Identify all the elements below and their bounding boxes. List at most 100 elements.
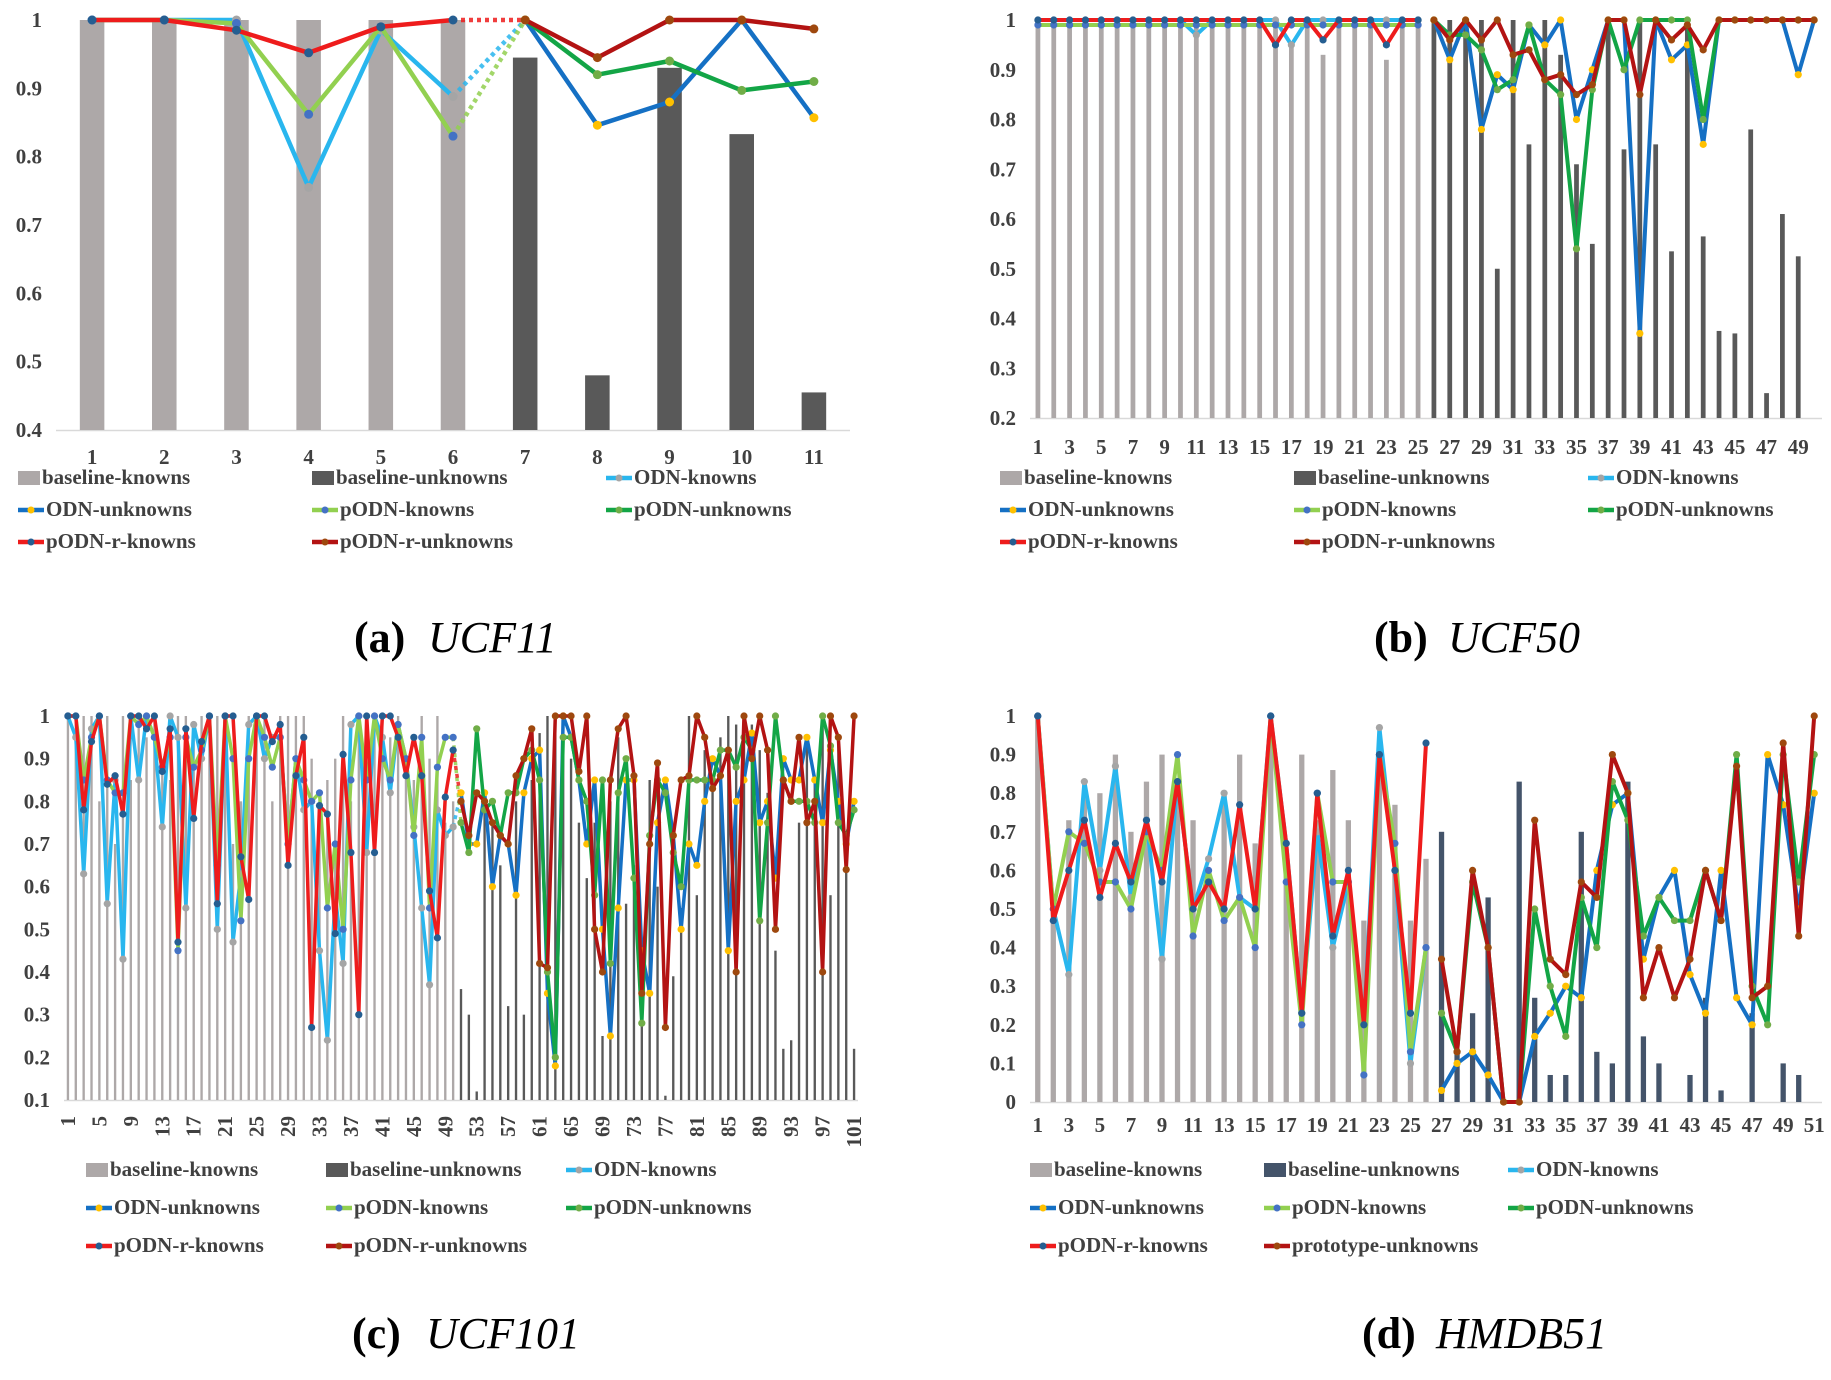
x-tick-label: 29 (1471, 435, 1492, 459)
y-tick-label: 0.9 (990, 58, 1016, 82)
bar-baseline-unknowns (1431, 20, 1437, 418)
bar-baseline-knowns (1273, 20, 1278, 418)
point-podn-knowns (1351, 21, 1359, 29)
point-podn-r-unknowns (543, 964, 552, 972)
bar-baseline-knowns (326, 780, 329, 1100)
point-podn-unknowns (622, 755, 630, 763)
point-podn-r-knowns (410, 733, 418, 741)
bar-baseline-unknowns (727, 716, 730, 1100)
point-podn-r-knowns (1220, 905, 1228, 913)
point-podn-unknowns (1462, 31, 1470, 39)
point-podn-r-knowns (197, 738, 206, 746)
point-odn-unknowns (665, 97, 675, 107)
legend-label-baseline-unknowns: baseline-unknowns (1318, 465, 1490, 489)
point-odn-unknowns (1572, 115, 1581, 124)
point-podn-r-knowns (229, 712, 237, 720)
y-tick-label: 0.4 (24, 960, 51, 984)
point-podn-r-unknowns (1762, 16, 1771, 24)
x-tick-label: 9 (1159, 435, 1170, 459)
x-tick-label: 1 (56, 1116, 80, 1127)
point-podn-r-knowns (166, 725, 174, 733)
x-tick-label: 25 (1400, 1113, 1421, 1137)
point-podn-knowns (418, 733, 426, 741)
point-prototype-unknowns (1608, 751, 1616, 759)
bar-baseline-knowns (1320, 54, 1326, 418)
point-podn-unknowns (1509, 76, 1517, 84)
point-podn-knowns (237, 917, 245, 925)
bar-baseline-unknowns (483, 801, 486, 1100)
x-tick-label: 37 (1598, 435, 1619, 459)
x-tick-label: 89 (748, 1116, 772, 1137)
point-podn-r-unknowns (1462, 16, 1470, 24)
point-podn-knowns (315, 789, 324, 797)
x-axis-ucf50: 1 3 5 7 9 11 13 15 17 19 21 23 25 27 29 31 33 35 37 39 41 43 4… (1033, 435, 1809, 459)
bar-baseline-unknowns (1447, 20, 1453, 418)
point-podn-r-unknowns (1446, 36, 1454, 44)
bar-baseline-unknowns (782, 1048, 785, 1100)
point-podn-r-unknowns (665, 15, 675, 25)
bar-baseline-unknowns (562, 737, 565, 1100)
point-podn-r-knowns (276, 720, 284, 729)
point-podn-r-unknowns (771, 925, 780, 933)
bar-baseline-unknowns (1795, 256, 1801, 418)
point-podn-knowns (1414, 21, 1422, 29)
point-podn-r-knowns (1398, 16, 1406, 24)
bar-baseline-knowns (82, 716, 85, 1100)
point-podn-r-unknowns (809, 24, 819, 34)
point-podn-knowns (410, 831, 418, 840)
bar-baseline-knowns (1299, 754, 1305, 1102)
point-podn-r-knowns (292, 772, 300, 780)
point-prototype-unknowns (1810, 712, 1818, 720)
point-podn-r-knowns (300, 733, 308, 741)
legend-label-odn-unknowns: ODN-unknowns (46, 497, 192, 521)
bar-baseline-knowns (1209, 20, 1215, 418)
point-podn-r-knowns (418, 772, 426, 780)
point-prototype-unknowns (1437, 955, 1446, 963)
bar-baseline-unknowns (554, 716, 557, 1100)
point-podn-r-knowns (355, 1011, 363, 1019)
point-prototype-unknowns (1732, 762, 1741, 770)
bar-baseline-unknowns (1469, 1013, 1476, 1102)
point-podn-r-knowns (1303, 16, 1311, 24)
line-podn-knowns (92, 17, 455, 138)
point-odn-knowns (1111, 762, 1120, 770)
point-podn-unknowns (1732, 751, 1741, 759)
bar-baseline-unknowns (1700, 236, 1706, 418)
y-tick-label: 0 (1006, 1090, 1017, 1114)
point-podn-r-unknowns (756, 712, 764, 720)
bar-baseline-knowns (1252, 843, 1258, 1102)
point-podn-knowns (394, 720, 402, 729)
point-podn-r-unknowns (606, 776, 614, 784)
point-podn-knowns (355, 712, 363, 720)
point-podn-knowns (1422, 944, 1430, 952)
point-podn-r-unknowns (693, 712, 701, 720)
bar-baseline-knowns (444, 822, 447, 1100)
point-odn-knowns (1329, 944, 1337, 952)
point-podn-r-knowns (1034, 712, 1042, 720)
point-odn-unknowns (809, 113, 819, 123)
bar-baseline-knowns (396, 716, 400, 1100)
point-odn-unknowns (1764, 751, 1772, 759)
x-tick-label: 73 (622, 1116, 646, 1137)
point-podn-r-knowns (245, 895, 253, 904)
bar-baseline-knowns (129, 780, 133, 1100)
bar-baseline-unknowns (1563, 1074, 1569, 1102)
point-podn-knowns (441, 733, 449, 741)
x-tick-label: 65 (559, 1116, 583, 1137)
bar-baseline-knowns (357, 716, 360, 1100)
point-podn-unknowns (661, 789, 669, 797)
point-podn-r-knowns (1080, 816, 1088, 824)
point-podn-unknowns (693, 776, 701, 784)
point-odn-knowns (103, 900, 111, 908)
point-podn-knowns (1034, 21, 1042, 29)
point-podn-unknowns (1593, 944, 1601, 952)
bar-baseline-knowns (168, 780, 172, 1100)
point-podn-r-knowns (1142, 816, 1151, 824)
x-tick-label: 33 (1534, 435, 1555, 459)
point-podn-knowns (1329, 878, 1337, 886)
bar-baseline-knowns (161, 758, 164, 1100)
point-podn-knowns (370, 712, 379, 720)
point-odn-unknowns (1717, 866, 1725, 875)
point-podn-r-unknowns (748, 755, 756, 763)
legend-marker-podn-unknowns (1517, 1204, 1525, 1212)
